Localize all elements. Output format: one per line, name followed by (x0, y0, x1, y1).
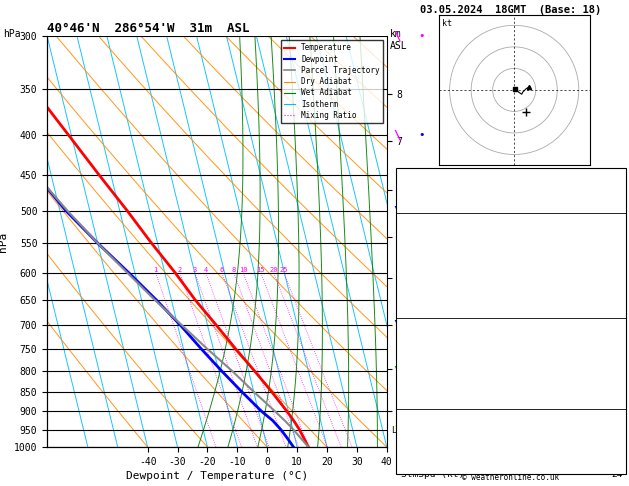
Text: \: \ (393, 128, 401, 141)
Text: SREH: SREH (401, 440, 425, 450)
Text: 0: 0 (617, 395, 623, 404)
Text: 2: 2 (178, 267, 182, 273)
Text: 15: 15 (257, 267, 265, 273)
Text: •: • (418, 425, 425, 434)
Text: StmDir: StmDir (401, 455, 436, 465)
Text: CIN (J): CIN (J) (401, 305, 442, 314)
Text: 331°: 331° (599, 455, 623, 465)
Text: Hodograph: Hodograph (486, 410, 538, 419)
Text: Mixing Ratio (g/kg): Mixing Ratio (g/kg) (433, 194, 442, 289)
Text: © weatheronline.co.uk: © weatheronline.co.uk (462, 473, 560, 482)
Y-axis label: km
ASL: km ASL (419, 231, 437, 253)
Text: •: • (418, 32, 425, 41)
Text: •: • (418, 130, 425, 139)
Text: 03.05.2024  18GMT  (Base: 18): 03.05.2024 18GMT (Base: 18) (420, 5, 602, 15)
Text: 315: 315 (606, 350, 623, 359)
Text: 2.25: 2.25 (599, 199, 623, 208)
Text: Lifted Index: Lifted Index (401, 365, 470, 374)
Text: \: \ (393, 423, 401, 436)
Text: CAPE (J): CAPE (J) (401, 380, 447, 389)
Text: \: \ (393, 30, 401, 43)
Text: 24: 24 (611, 470, 623, 480)
Text: km
ASL: km ASL (390, 29, 408, 51)
Text: kt: kt (442, 19, 452, 28)
Text: 4: 4 (204, 267, 208, 273)
Text: Lifted Index: Lifted Index (401, 275, 470, 284)
Text: K: K (401, 169, 407, 178)
Text: CIN (J): CIN (J) (401, 395, 442, 404)
Text: CAPE (J): CAPE (J) (401, 290, 447, 299)
Text: •: • (418, 206, 425, 216)
Text: hPa: hPa (3, 29, 21, 39)
Text: 8: 8 (617, 365, 623, 374)
Text: Most Unstable: Most Unstable (475, 320, 549, 329)
Text: 1: 1 (153, 267, 158, 273)
Text: StmSpd (kt): StmSpd (kt) (401, 470, 465, 480)
Text: -69: -69 (606, 425, 623, 434)
Text: 10: 10 (239, 267, 247, 273)
Text: \: \ (393, 364, 401, 378)
Text: 0: 0 (617, 380, 623, 389)
Text: 0: 0 (617, 305, 623, 314)
Text: 20: 20 (270, 267, 278, 273)
Text: 6: 6 (220, 267, 224, 273)
X-axis label: Dewpoint / Temperature (°C): Dewpoint / Temperature (°C) (126, 471, 308, 481)
Text: 8.8: 8.8 (606, 244, 623, 254)
Text: 305: 305 (606, 260, 623, 269)
Text: Dewp (°C): Dewp (°C) (401, 244, 453, 254)
Legend: Temperature, Dewpoint, Parcel Trajectory, Dry Adiabat, Wet Adiabat, Isotherm, Mi: Temperature, Dewpoint, Parcel Trajectory… (281, 40, 383, 123)
Text: •: • (418, 320, 425, 330)
Text: Surface: Surface (492, 214, 532, 224)
Text: \: \ (393, 319, 401, 332)
Text: 40°46'N  286°54'W  31m  ASL: 40°46'N 286°54'W 31m ASL (47, 22, 250, 35)
Y-axis label: hPa: hPa (0, 232, 8, 252)
Text: 13: 13 (611, 169, 623, 178)
Text: 3: 3 (192, 267, 197, 273)
Text: 0: 0 (617, 290, 623, 299)
Text: Pressure (mb): Pressure (mb) (401, 335, 476, 344)
Text: EH: EH (401, 425, 413, 434)
Text: PW (cm): PW (cm) (401, 199, 442, 208)
Text: \: \ (393, 204, 401, 217)
Text: Totals Totals: Totals Totals (401, 184, 476, 193)
Text: θₑ(K): θₑ(K) (401, 260, 430, 269)
Text: 13.8: 13.8 (599, 229, 623, 239)
Text: Temp (°C): Temp (°C) (401, 229, 453, 239)
Text: 82: 82 (611, 440, 623, 450)
Text: 25: 25 (280, 267, 288, 273)
Text: θₑ (K): θₑ (K) (401, 350, 436, 359)
Text: LCL: LCL (391, 426, 406, 435)
Text: 14: 14 (611, 275, 623, 284)
Text: 8: 8 (231, 267, 236, 273)
Text: 750: 750 (606, 335, 623, 344)
Text: 30: 30 (611, 184, 623, 193)
